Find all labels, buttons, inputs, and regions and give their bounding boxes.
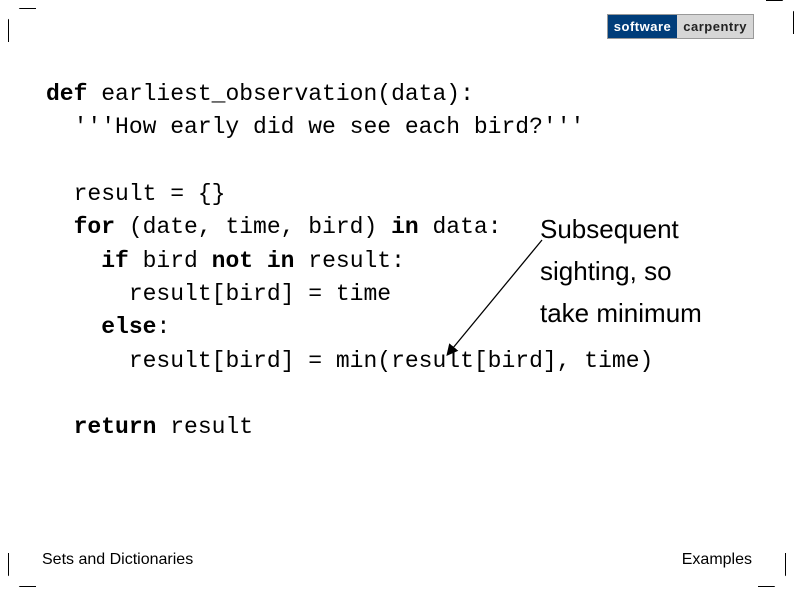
code-line: '''How early did we see each bird?''' [46,111,653,144]
code-line: def earliest_observation(data): [46,78,653,111]
annotation-text: Subsequent sighting, so take minimum [540,208,702,334]
annotation-line-3: take minimum [540,292,702,334]
footer-right-text: Examples [682,551,752,569]
corner-decoration-tr [766,0,794,34]
footer-left-text: Sets and Dictionaries [42,551,193,569]
software-carpentry-logo: software carpentry [607,14,754,39]
logo-left-text: software [608,15,677,38]
code-line: return result [46,411,653,444]
corner-decoration-tl [8,8,36,42]
code-line [46,378,653,411]
code-line: result[bird] = min(result[bird], time) [46,345,653,378]
code-line [46,145,653,178]
corner-decoration-br [758,553,786,587]
annotation-line-1: Subsequent [540,208,702,250]
code-line: result = {} [46,178,653,211]
logo-right-text: carpentry [677,15,753,38]
annotation-line-2: sighting, so [540,250,702,292]
slide-container: software carpentry def earliest_observat… [0,0,794,595]
corner-decoration-bl [8,553,36,587]
